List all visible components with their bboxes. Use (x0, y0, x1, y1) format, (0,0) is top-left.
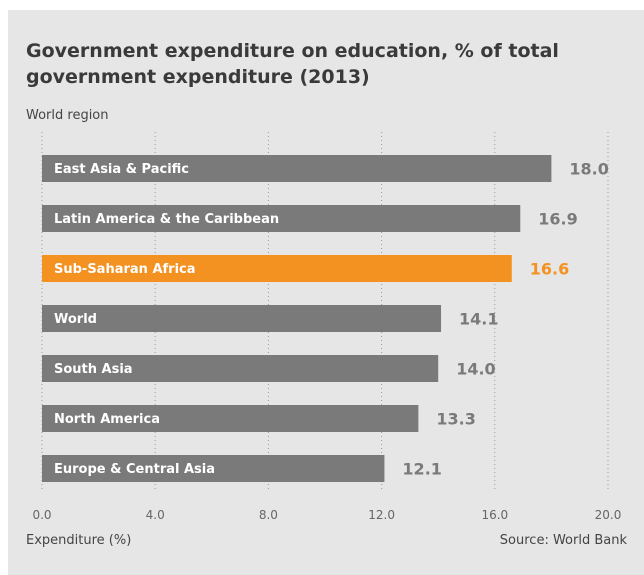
bar-value-label: 12.1 (402, 460, 441, 479)
bar-category-label: East Asia & Pacific (54, 162, 189, 177)
bar (42, 405, 419, 432)
bar (42, 155, 552, 182)
bar-category-label: Sub-Saharan Africa (54, 262, 196, 277)
source-note: Source: World Bank (499, 533, 627, 548)
bar-value-label: 13.3 (436, 410, 475, 429)
x-tick-label: 20.0 (595, 508, 622, 522)
bar (42, 455, 385, 482)
y-axis-title: World region (26, 108, 109, 123)
bar (42, 305, 442, 332)
x-tick-label: 8.0 (259, 508, 278, 522)
bar-category-label: North America (54, 412, 160, 427)
bar-category-label: Latin America & the Caribbean (54, 212, 279, 227)
bar-category-label: South Asia (54, 362, 133, 377)
x-axis-title: Expenditure (%) (26, 533, 132, 548)
bar-value-label: 14.1 (459, 310, 498, 329)
chart-title: Government expenditure on education, % o… (26, 40, 559, 88)
bar-value-label: 16.6 (530, 260, 569, 279)
bar (42, 255, 512, 282)
bar-value-label: 16.9 (538, 210, 577, 229)
bar-category-label: World (54, 312, 97, 327)
x-tick-label: 4.0 (146, 508, 165, 522)
bar-value-label: 14.0 (456, 360, 495, 379)
x-tick-label: 0.0 (32, 508, 51, 522)
bar-category-label: Europe & Central Asia (54, 462, 215, 477)
x-tick-label: 12.0 (368, 508, 395, 522)
bar (42, 205, 521, 232)
bar-value-label: 18.0 (569, 160, 608, 179)
bar (42, 355, 439, 382)
x-tick-label: 16.0 (481, 508, 508, 522)
